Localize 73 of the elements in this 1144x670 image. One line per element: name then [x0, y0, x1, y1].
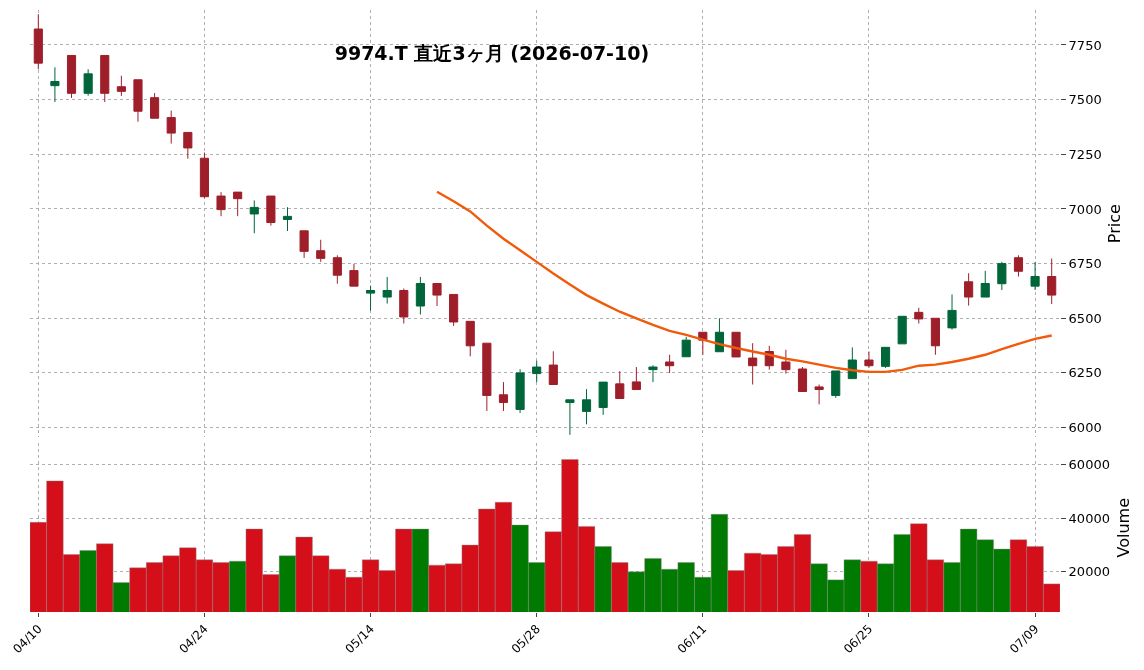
candlestick: [166, 110, 176, 145]
y-axis-title: Volume: [1113, 497, 1133, 558]
y-tick-label: 7750: [1068, 37, 1102, 53]
candlestick: [864, 351, 874, 369]
candlestick: [648, 364, 658, 383]
candlestick: [482, 342, 492, 412]
candlestick: [731, 331, 741, 358]
candlestick: [183, 131, 193, 160]
candlestick: [465, 320, 475, 357]
candlestick: [266, 195, 276, 227]
candlestick: [548, 350, 558, 386]
candlestick: [615, 370, 625, 399]
candlestick: [50, 66, 60, 103]
candlestick: [349, 263, 359, 287]
candlestick: [399, 288, 409, 325]
candlestick: [897, 315, 907, 345]
y-tick-label: 6000: [1068, 420, 1102, 436]
candlestick: [880, 346, 891, 369]
candlestick: [1030, 261, 1040, 291]
candlestick: [581, 388, 592, 425]
candlestick: [831, 370, 841, 399]
candlestick: [631, 366, 641, 391]
y-axis-title: Price: [1105, 204, 1125, 244]
candlestick: [382, 276, 392, 305]
candlestick: [515, 368, 525, 414]
candlestick: [498, 381, 509, 412]
candlestick: [598, 381, 608, 416]
candlestick: [83, 68, 93, 97]
y-tick-label: 6500: [1068, 310, 1102, 326]
candlestick: [199, 152, 210, 199]
candlestick: [332, 254, 342, 285]
candlestick: [781, 349, 791, 375]
y-tick-label: 7500: [1068, 92, 1102, 108]
candlestick: [947, 293, 957, 331]
candlestick: [748, 342, 758, 386]
candlestick: [432, 283, 442, 307]
candlestick: [415, 276, 425, 316]
candlestick: [1047, 258, 1057, 305]
candlestick: [233, 191, 243, 217]
candlestick: [814, 384, 824, 405]
candlestick: [365, 285, 376, 312]
y-tick-label: 20000: [1068, 564, 1110, 580]
candlestick: [116, 75, 126, 97]
candlestick: [249, 199, 259, 234]
candlestick: [681, 336, 691, 358]
y-tick-label: 40000: [1068, 510, 1110, 526]
candlestick: [914, 307, 924, 325]
candlestick: [133, 79, 143, 123]
candlestick: [565, 399, 575, 436]
candlestick: [449, 293, 459, 327]
candlestick: [299, 230, 309, 259]
line-series: [435, 190, 1053, 374]
text: 9974.T 直近3ヶ月 (2026-07-10): [334, 42, 650, 65]
candlestick: [665, 354, 675, 374]
candlestick: [930, 317, 940, 356]
candlestick: [316, 239, 326, 263]
candlestick: [797, 366, 808, 393]
y-tick-label: 6750: [1068, 256, 1102, 272]
candlestick: [980, 270, 990, 298]
candlestick: [997, 261, 1007, 291]
y-tick-label: 7000: [1068, 201, 1102, 217]
candlestick: [532, 360, 542, 383]
y-tick-label: 60000: [1068, 457, 1110, 473]
candlestick: [282, 206, 293, 232]
y-tick-label: 7250: [1068, 146, 1102, 162]
candlestick: [964, 272, 974, 307]
y-tick-label: 6250: [1068, 365, 1102, 381]
candlestick: [100, 54, 110, 103]
candlestick: [66, 54, 77, 99]
candlestick: [216, 191, 226, 217]
candlestick: [150, 92, 160, 119]
candlestick: [1013, 254, 1024, 278]
candlestick: [33, 13, 43, 70]
